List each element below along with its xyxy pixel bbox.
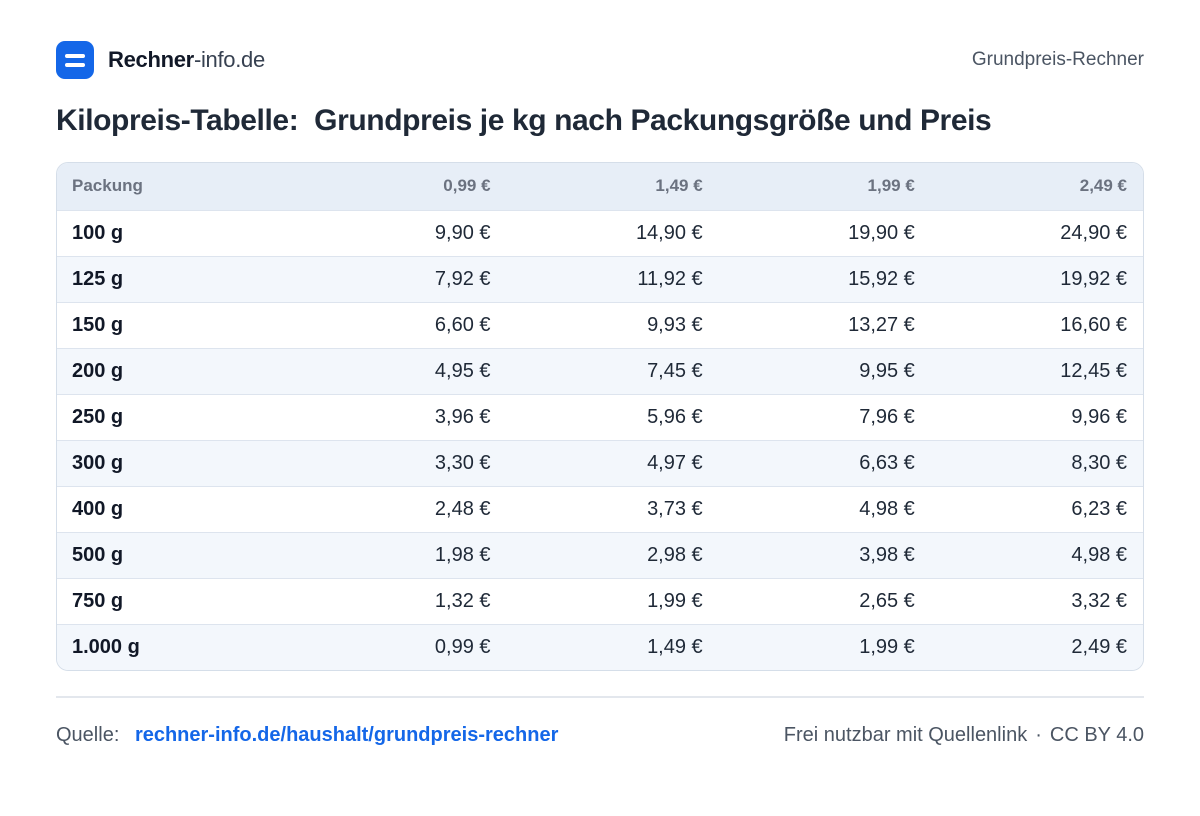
footer-divider (56, 696, 1144, 698)
price-per-kg-cell: 6,23 € (1071, 497, 1127, 520)
package-size-cell: 1.000 g (72, 635, 140, 658)
price-per-kg-cell: 9,93 € (647, 313, 703, 336)
price-per-kg-cell: 1,32 € (434, 589, 491, 612)
package-size-cell: 200 g (72, 359, 124, 382)
column-header-packung: Packung (72, 176, 143, 196)
price-per-kg-cell: 14,90 € (635, 221, 703, 244)
price-per-kg-cell: 3,73 € (647, 497, 703, 520)
price-per-kg-cell: 13,27 € (848, 313, 915, 336)
price-per-kg-cell: 7,96 € (859, 405, 915, 428)
table-body: 100 g 9,90 € 14,90 € 19,90 € 24,90 € 125 g 7,9… (57, 210, 1143, 670)
price-per-kg-cell: 6,60 € (434, 313, 491, 336)
license-separator: · (1035, 723, 1042, 746)
table-row: 100 g 9,90 € 14,90 € 19,90 € 24,90 € (57, 210, 1143, 256)
price-per-kg-cell: 0,99 € (434, 635, 491, 658)
price-per-kg-cell: 4,95 € (434, 359, 491, 382)
package-size-cell: 750 g (72, 589, 124, 612)
table-row: 200 g 4,95 € 7,45 € 9,95 € 12,45 € (57, 348, 1143, 394)
package-size-cell: 400 g (72, 497, 124, 520)
table-row: 250 g 3,96 € 5,96 € 7,96 € 9,96 € (57, 394, 1143, 440)
source-link[interactable]: rechner-info.de/haushalt/grundpreis-rech… (134, 723, 559, 746)
page-label: Grundpreis-Rechner (971, 49, 1144, 70)
table-row: 500 g 1,98 € 2,98 € 3,98 € 4,98 € (57, 532, 1143, 578)
license-text: Frei nutzbar mit Quellenlink (783, 723, 1028, 746)
price-per-kg-cell: 15,92 € (848, 267, 915, 290)
table-row: 300 g 3,30 € 4,97 € 6,63 € 8,30 € (57, 440, 1143, 486)
price-per-kg-cell: 11,92 € (637, 267, 703, 290)
brand-name-strong: Rechner (108, 47, 194, 72)
price-per-kg-cell: 8,30 € (1071, 451, 1127, 474)
price-per-kg-cell: 3,30 € (434, 451, 491, 474)
package-size-cell: 100 g (72, 221, 124, 244)
column-header-price: 1,49 € (655, 176, 703, 196)
price-per-kg-cell: 12,45 € (1060, 359, 1127, 382)
price-per-kg-cell: 9,96 € (1071, 405, 1127, 428)
price-per-kg-cell: 3,96 € (434, 405, 491, 428)
price-per-kg-cell: 9,95 € (859, 359, 915, 382)
price-per-kg-cell: 2,48 € (434, 497, 491, 520)
price-per-kg-cell: 2,98 € (647, 543, 703, 566)
price-per-kg-cell: 5,96 € (647, 405, 703, 428)
license-name: CC BY 4.0 (1049, 723, 1144, 746)
price-per-kg-cell: 7,45 € (647, 359, 703, 382)
price-per-kg-cell: 4,98 € (859, 497, 915, 520)
price-table-container: Packung 0,99 € 1,49 € 1,99 € 2,49 € 100 g 9,9… (56, 162, 1144, 671)
page-title: Kilopreis-Tabelle: Grundpreis je kg nach… (56, 104, 992, 137)
logo-icon (56, 41, 94, 79)
price-per-kg-cell: 7,92 € (434, 267, 491, 290)
price-per-kg-cell: 19,92 € (1060, 267, 1127, 290)
brand-name-light: -info.de (193, 47, 265, 72)
table-row: 400 g 2,48 € 3,73 € 4,98 € 6,23 € (57, 486, 1143, 532)
source-label: Quelle: (56, 723, 120, 746)
price-per-kg-cell: 19,90 € (848, 221, 915, 244)
column-header-price: 2,49 € (1079, 176, 1127, 196)
price-per-kg-cell: 4,97 € (647, 451, 703, 474)
package-size-cell: 250 g (72, 405, 124, 428)
price-per-kg-cell: 16,60 € (1060, 313, 1127, 336)
price-per-kg-cell: 3,98 € (859, 543, 915, 566)
price-per-kg-cell: 2,65 € (859, 589, 915, 612)
table-row: 750 g 1,32 € 1,99 € 2,65 € 3,32 € (57, 578, 1143, 624)
price-per-kg-cell: 24,90 € (1060, 221, 1127, 244)
package-size-cell: 300 g (72, 451, 124, 474)
price-per-kg-cell: 2,49 € (1071, 635, 1127, 658)
price-per-kg-cell: 1,98 € (434, 543, 491, 566)
column-header-price: 1,99 € (867, 176, 915, 196)
package-size-cell: 500 g (72, 543, 124, 566)
source: Quelle: rechner-info.de/haushalt/grundpr… (56, 724, 558, 747)
table-row: 150 g 6,60 € 9,93 € 13,27 € 16,60 € (57, 302, 1143, 348)
license: Frei nutzbar mit Quellenlink · CC BY 4.0 (784, 724, 1144, 747)
site-header: Rechner-info.de Grundpreis-Rechner (56, 40, 1144, 80)
brand[interactable]: Rechner-info.de (56, 41, 265, 79)
table-header-row: Packung 0,99 € 1,49 € 1,99 € 2,49 € (57, 163, 1143, 210)
table-row: 1.000 g 0,99 € 1,49 € 1,99 € 2,49 € (57, 624, 1143, 670)
footer: Quelle: rechner-info.de/haushalt/grundpr… (56, 720, 1144, 750)
price-per-kg-cell: 3,32 € (1071, 589, 1127, 612)
price-table: Packung 0,99 € 1,49 € 1,99 € 2,49 € 100 g 9,9… (57, 163, 1143, 670)
table-row: 125 g 7,92 € 11,92 € 15,92 € 19,92 € (57, 256, 1143, 302)
package-size-cell: 150 g (72, 313, 124, 336)
column-header-price: 0,99 € (443, 176, 491, 196)
brand-name: Rechner-info.de (108, 47, 265, 73)
price-per-kg-cell: 9,90 € (434, 221, 491, 244)
price-per-kg-cell: 4,98 € (1071, 543, 1127, 566)
price-per-kg-cell: 6,63 € (859, 451, 915, 474)
price-per-kg-cell: 1,99 € (647, 589, 703, 612)
package-size-cell: 125 g (72, 267, 124, 290)
price-per-kg-cell: 1,99 € (859, 635, 915, 658)
price-per-kg-cell: 1,49 € (647, 635, 703, 658)
